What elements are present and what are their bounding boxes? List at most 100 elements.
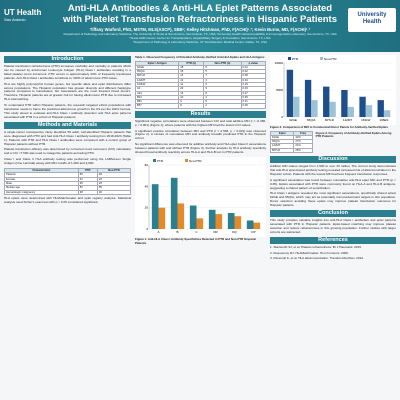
x-tick-label: C bbox=[195, 230, 198, 234]
y-tick-label: 16000 bbox=[275, 61, 284, 65]
bar bbox=[286, 69, 294, 117]
table-row: Characteristic PTR Non-PTR bbox=[4, 167, 131, 174]
table-row: Eplet / Antigen PTR (n) Non-PTR (n) p value bbox=[135, 60, 266, 66]
column: Introduction Platelet transfusion refract… bbox=[4, 55, 131, 397]
affiliation: ⁴Department of Pathology & Laboratory Me… bbox=[132, 39, 268, 44]
table-row: Eplet Freq bbox=[270, 130, 313, 136]
paragraph: HLA Class I antigens revealed the most s… bbox=[270, 191, 396, 208]
legend-swatch bbox=[288, 57, 291, 60]
table-cell: 30 bbox=[96, 189, 131, 195]
bar bbox=[208, 209, 216, 230]
paragraph: Additive MFI values ranged from 1,500 to… bbox=[270, 163, 396, 176]
paragraph: Significant negative correlations were o… bbox=[135, 118, 266, 127]
legend-swatch bbox=[185, 159, 188, 163]
section-heading: Introduction bbox=[4, 56, 131, 63]
x-tick-label: 80TLR bbox=[325, 118, 335, 122]
y-tick-label: 20 bbox=[145, 206, 149, 210]
affiliations: ¹Department of Pathology and Laboratory … bbox=[58, 32, 342, 44]
bar bbox=[177, 203, 185, 230]
x-tick-label: 62GE bbox=[289, 118, 297, 122]
paragraph: 2. Duquesnoy RJ. HLAMatchmaker. Hum Immu… bbox=[270, 250, 349, 255]
bar bbox=[304, 79, 312, 117]
bar bbox=[359, 96, 366, 117]
table-row: Hematologic malignancy 38 30 bbox=[4, 189, 131, 195]
table: Characteristic PTR Non-PTR Patients 56 48 Fema… bbox=[4, 167, 131, 195]
table-cell: 38 bbox=[77, 189, 98, 195]
paragraph: Platelet transfusion refractoriness (PTR… bbox=[4, 64, 131, 80]
paragraph: HLA are highly polymorphic human genes, … bbox=[4, 81, 131, 102]
figure-caption: Figure 2. Comparison of MFI in Commercia… bbox=[270, 125, 388, 129]
bar bbox=[215, 214, 223, 230]
column: 0 8000 16000 62GE 65QIA 80TLR 142MT 163LW 166ES P… bbox=[270, 55, 396, 397]
bar bbox=[189, 205, 197, 230]
paragraph: A significant positive correlation betwe… bbox=[135, 128, 266, 141]
paragraph: 3. Pavenski K, et al. HLA alloimmunizati… bbox=[270, 256, 365, 261]
table: Eplet / Antigen PTR (n) Non-PTR (n) p value… bbox=[135, 60, 266, 109]
table-row: B57 8 2 0.05 bbox=[135, 103, 266, 109]
table-caption: Table 1. Observed Frequency of Potential… bbox=[135, 55, 265, 59]
table-cell: 80TLR bbox=[270, 147, 295, 154]
legend-label: Non-PTR bbox=[189, 159, 202, 163]
bar bbox=[253, 222, 261, 230]
logo-left: UT Health San Antonio bbox=[4, 8, 52, 22]
x-tick-label: DP bbox=[251, 230, 255, 234]
affiliation: ³Texas A&M Cancer Center for Transplanta… bbox=[129, 35, 271, 40]
x-tick-label: 163LW bbox=[361, 118, 370, 122]
x-tick-label: B bbox=[176, 230, 178, 234]
legend-label: PTR bbox=[292, 57, 299, 61]
figure-3-table: Eplet Freq 62GE 32% 65QIA 27% 142MT 21% 80TLR 25% bbox=[270, 130, 313, 155]
legend-label: PTR bbox=[157, 159, 164, 163]
section-heading: References bbox=[270, 236, 396, 244]
table-header-cell: Freq bbox=[293, 130, 313, 136]
section-heading: Results bbox=[135, 110, 266, 118]
legend-label: Non-PTR bbox=[324, 57, 337, 61]
table-header-cell: Eplet / Antigen bbox=[135, 60, 180, 66]
paragraph: A single-center retrospective study iden… bbox=[4, 129, 131, 146]
bar bbox=[347, 106, 354, 117]
section-heading: Discussion bbox=[270, 155, 396, 163]
x-tick-label: DQ bbox=[232, 230, 237, 234]
x-tick-label: 142MT bbox=[343, 118, 353, 122]
bar bbox=[341, 90, 348, 117]
bar bbox=[383, 110, 391, 117]
table-header-cell: Non-PTR bbox=[96, 167, 131, 174]
logo-right: University Health bbox=[348, 8, 396, 32]
table-cell: 25% bbox=[293, 147, 313, 154]
paragraph: 1. Stanworth SJ, et al. Platelet refract… bbox=[270, 244, 362, 249]
column: Table 1. Observed Frequency of Potential… bbox=[135, 55, 266, 397]
bar bbox=[234, 216, 242, 230]
authors: Tiffany Warford, PhD, MSTM, MLS(ASCP), S… bbox=[89, 27, 311, 32]
paragraph: This study provides valuable insights in… bbox=[270, 218, 396, 234]
table-cell: Hematologic malignancy bbox=[4, 189, 79, 195]
x-tick-label: DR bbox=[213, 230, 218, 234]
bar bbox=[323, 86, 330, 117]
header: UT Health San Antonio Anti-HLA Antibodies… bbox=[0, 0, 400, 52]
table-header-cell: p value bbox=[240, 60, 266, 66]
table-cell: 8 bbox=[178, 103, 205, 109]
y-tick-label: 60 bbox=[145, 163, 149, 167]
y-tick-label: 0 bbox=[146, 227, 148, 231]
x-tick-label: 166ES bbox=[379, 118, 388, 122]
paragraph: No significant difference was observed f… bbox=[135, 142, 266, 155]
table-header-cell: PTR bbox=[77, 167, 98, 174]
section-heading: Conclusion bbox=[270, 210, 396, 218]
affiliation: ¹Department of Pathology and Laboratory … bbox=[63, 32, 337, 36]
chart: 0 8000 16000 62GE 65QIA 80TLR 142MT 163LW 166ES P… bbox=[270, 55, 396, 125]
paragraph: HLA eplets were determined with HLAMatch… bbox=[4, 195, 131, 204]
y-tick-label: 40 bbox=[145, 184, 149, 188]
x-tick-label: 65QIA bbox=[307, 118, 316, 122]
paragraph: A significant association was found betw… bbox=[270, 177, 396, 190]
bar bbox=[227, 213, 235, 230]
table-header-cell: Eplet bbox=[270, 130, 295, 136]
table-cell: 0.05 bbox=[240, 103, 266, 109]
table-cell: B57 bbox=[135, 103, 180, 109]
table-cell: 2 bbox=[203, 103, 242, 109]
paragraph: Platelet transfusion efficacy was determ… bbox=[4, 147, 131, 156]
bar bbox=[293, 96, 300, 117]
figure-caption: Figure 3. Frequency of Antibody-Verified… bbox=[315, 130, 392, 138]
figure-caption: Figure 1. Anti-HLA Class I Antibody Spec… bbox=[135, 237, 257, 245]
y-tick-label: 8000 bbox=[276, 88, 283, 92]
bar bbox=[246, 220, 254, 230]
bar bbox=[170, 177, 178, 230]
